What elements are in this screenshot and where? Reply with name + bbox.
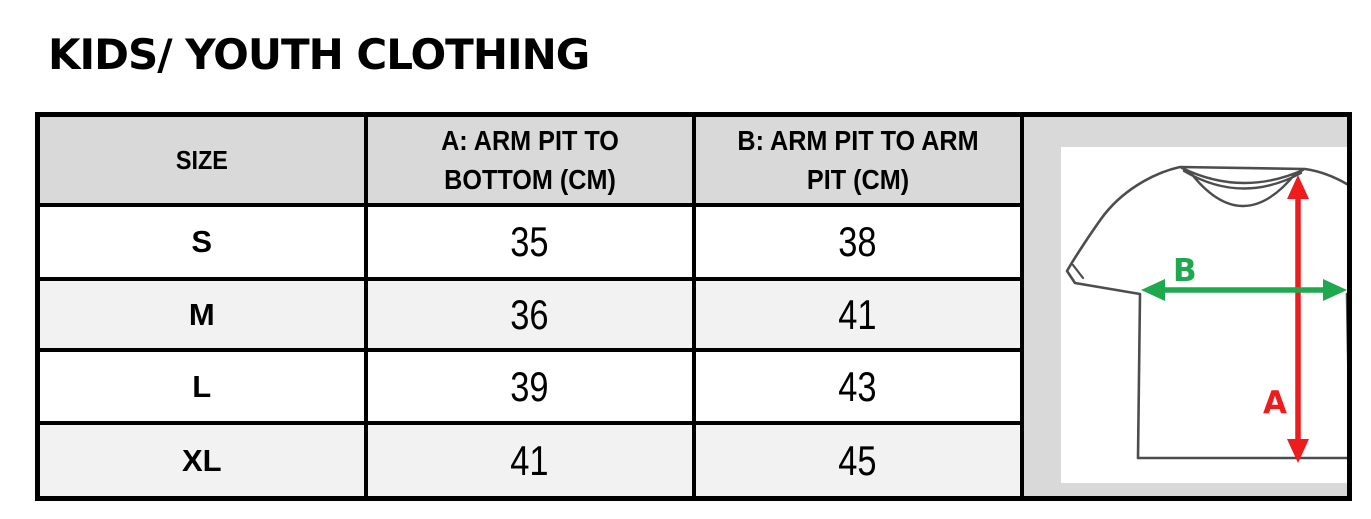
size-cell: S <box>35 203 368 282</box>
table-row-m: M 36 41 <box>35 277 1350 353</box>
column-header-size-label: SIZE <box>175 144 228 175</box>
measure-b-arrowhead-left <box>1140 278 1165 301</box>
armpit-to-bottom-cell: 41 <box>363 421 696 501</box>
value: 43 <box>838 362 877 410</box>
armpit-to-bottom-cell: 35 <box>363 203 696 282</box>
size-cell: XL <box>35 421 368 501</box>
value: 45 <box>838 436 877 484</box>
armpit-to-armpit-cell: 43 <box>691 348 1024 426</box>
value: 41 <box>510 436 549 484</box>
armpit-to-armpit-cell: 45 <box>691 421 1024 501</box>
measure-b-arrowhead-right <box>1322 278 1346 301</box>
value: 38 <box>838 218 877 266</box>
column-header-armpit-to-armpit: B: ARM PIT TO ARM PIT (CM) <box>691 112 1024 208</box>
table-row-s: S 35 38 <box>35 203 1350 282</box>
measurement-diagram-panel: B A <box>1019 112 1352 501</box>
measure-b-label: B <box>1173 253 1197 289</box>
tshirt-outline <box>1065 165 1346 460</box>
value: 39 <box>510 362 549 410</box>
table-header-row: SIZE A: ARM PIT TO BOTTOM (CM) B: ARM PI… <box>35 112 1352 501</box>
armpit-to-bottom-cell: 39 <box>363 348 696 426</box>
table-row-l: L 39 43 <box>35 348 1350 426</box>
armpit-to-armpit-cell: 41 <box>691 277 1024 353</box>
measure-a-arrowhead-up <box>1286 174 1309 199</box>
value: 35 <box>510 218 549 266</box>
measure-a-label: A <box>1263 385 1287 421</box>
column-header-a-label: A: ARM PIT TO BOTTOM (CM) <box>440 125 619 196</box>
column-header-b-label: B: ARM PIT TO ARM PIT (CM) <box>736 125 979 196</box>
page-title: KIDS/ YOUTH CLOTHING <box>48 30 590 79</box>
size-cell: M <box>35 277 368 353</box>
value: 36 <box>510 290 549 338</box>
tshirt-cuff-lines <box>1071 263 1084 280</box>
size-cell: L <box>35 348 368 426</box>
measure-a-arrowhead-down <box>1286 438 1309 463</box>
column-header-armpit-to-bottom: A: ARM PIT TO BOTTOM (CM) <box>363 112 696 208</box>
armpit-to-bottom-cell: 36 <box>363 277 696 353</box>
table-row-xl: XL 41 45 <box>35 421 1350 501</box>
column-header-size: SIZE <box>35 112 368 208</box>
tshirt-diagram: B A <box>1060 146 1346 483</box>
tshirt-collar <box>1180 166 1304 208</box>
size-chart-table: SIZE A: ARM PIT TO BOTTOM (CM) B: ARM PI… <box>35 112 1352 501</box>
armpit-to-armpit-cell: 38 <box>691 203 1024 282</box>
value: 41 <box>838 290 877 338</box>
